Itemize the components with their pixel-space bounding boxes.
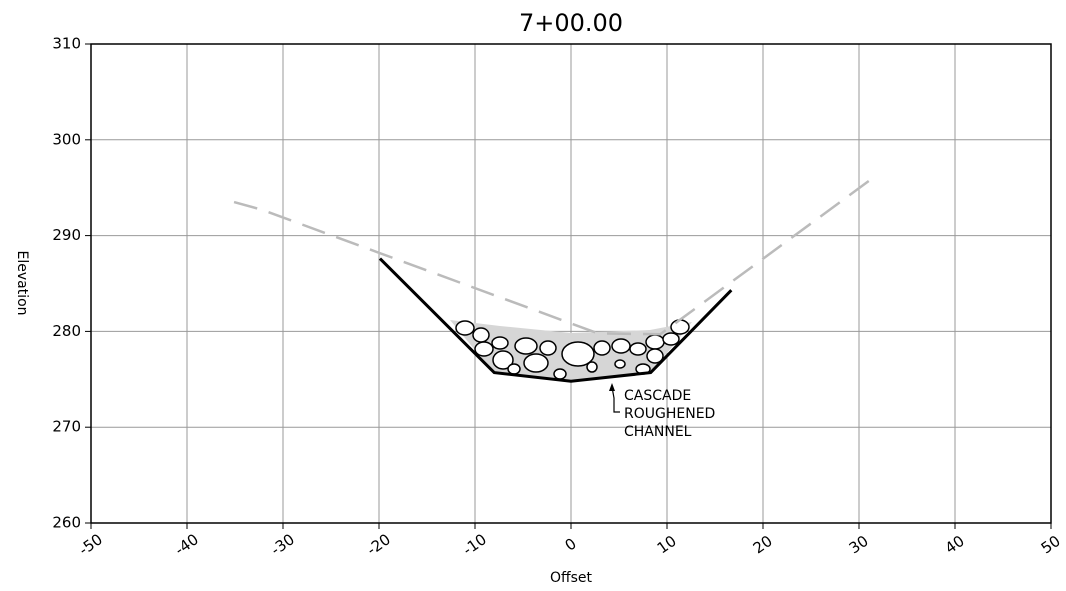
rock [539, 340, 557, 356]
leader-arrow [609, 383, 615, 391]
rock [593, 340, 611, 356]
rock [646, 348, 664, 364]
x-tick-label: -20 [364, 530, 394, 559]
rock [561, 341, 595, 367]
rock [614, 359, 626, 369]
rock [553, 368, 567, 380]
rock [645, 334, 665, 350]
x-tick-label: 0 [562, 534, 580, 554]
y-tick-label: 290 [52, 226, 81, 244]
series [233, 175, 877, 383]
rock [514, 337, 538, 355]
y-tick-label: 260 [52, 514, 81, 532]
x-tick-label: -30 [268, 530, 298, 559]
x-tick-label: 40 [942, 532, 968, 558]
x-tick-label: 50 [1038, 532, 1064, 558]
rock [629, 342, 647, 356]
x-tick-label: 10 [654, 532, 680, 558]
x-tick-label: -50 [76, 530, 106, 559]
series-line [233, 175, 877, 336]
x-tick-label: -40 [172, 530, 202, 559]
annotation: CASCADE ROUGHENED CHANNEL [624, 388, 715, 440]
annotation-text: CASCADE [624, 388, 691, 404]
x-tick-label: -10 [460, 530, 490, 559]
y-tick-label: 270 [52, 418, 81, 436]
chart-title: 7+00.00 [519, 9, 623, 37]
rocks [455, 319, 690, 380]
leader [611, 386, 620, 413]
rock [472, 327, 490, 343]
rock [474, 341, 494, 357]
rock [492, 350, 514, 370]
rock [670, 319, 690, 335]
x-axis-label: Offset [550, 570, 593, 586]
y-tick-label: 310 [52, 35, 81, 53]
y-tick-label: 280 [52, 322, 81, 340]
rock [586, 361, 598, 373]
y-tick-label: 300 [52, 130, 81, 148]
rock [507, 363, 521, 375]
x-tick-label: 20 [750, 532, 776, 558]
grid [90, 43, 1052, 524]
series-line [378, 257, 733, 383]
rock [662, 332, 680, 346]
y-axis-label: Elevation [14, 250, 30, 315]
rock [491, 336, 509, 350]
rock [523, 353, 549, 373]
rock [611, 338, 631, 354]
x-tick-label: 30 [846, 532, 872, 558]
annotation-text: CHANNEL [624, 424, 692, 440]
annotation-text: ROUGHENED [624, 406, 715, 422]
rock [455, 320, 475, 336]
